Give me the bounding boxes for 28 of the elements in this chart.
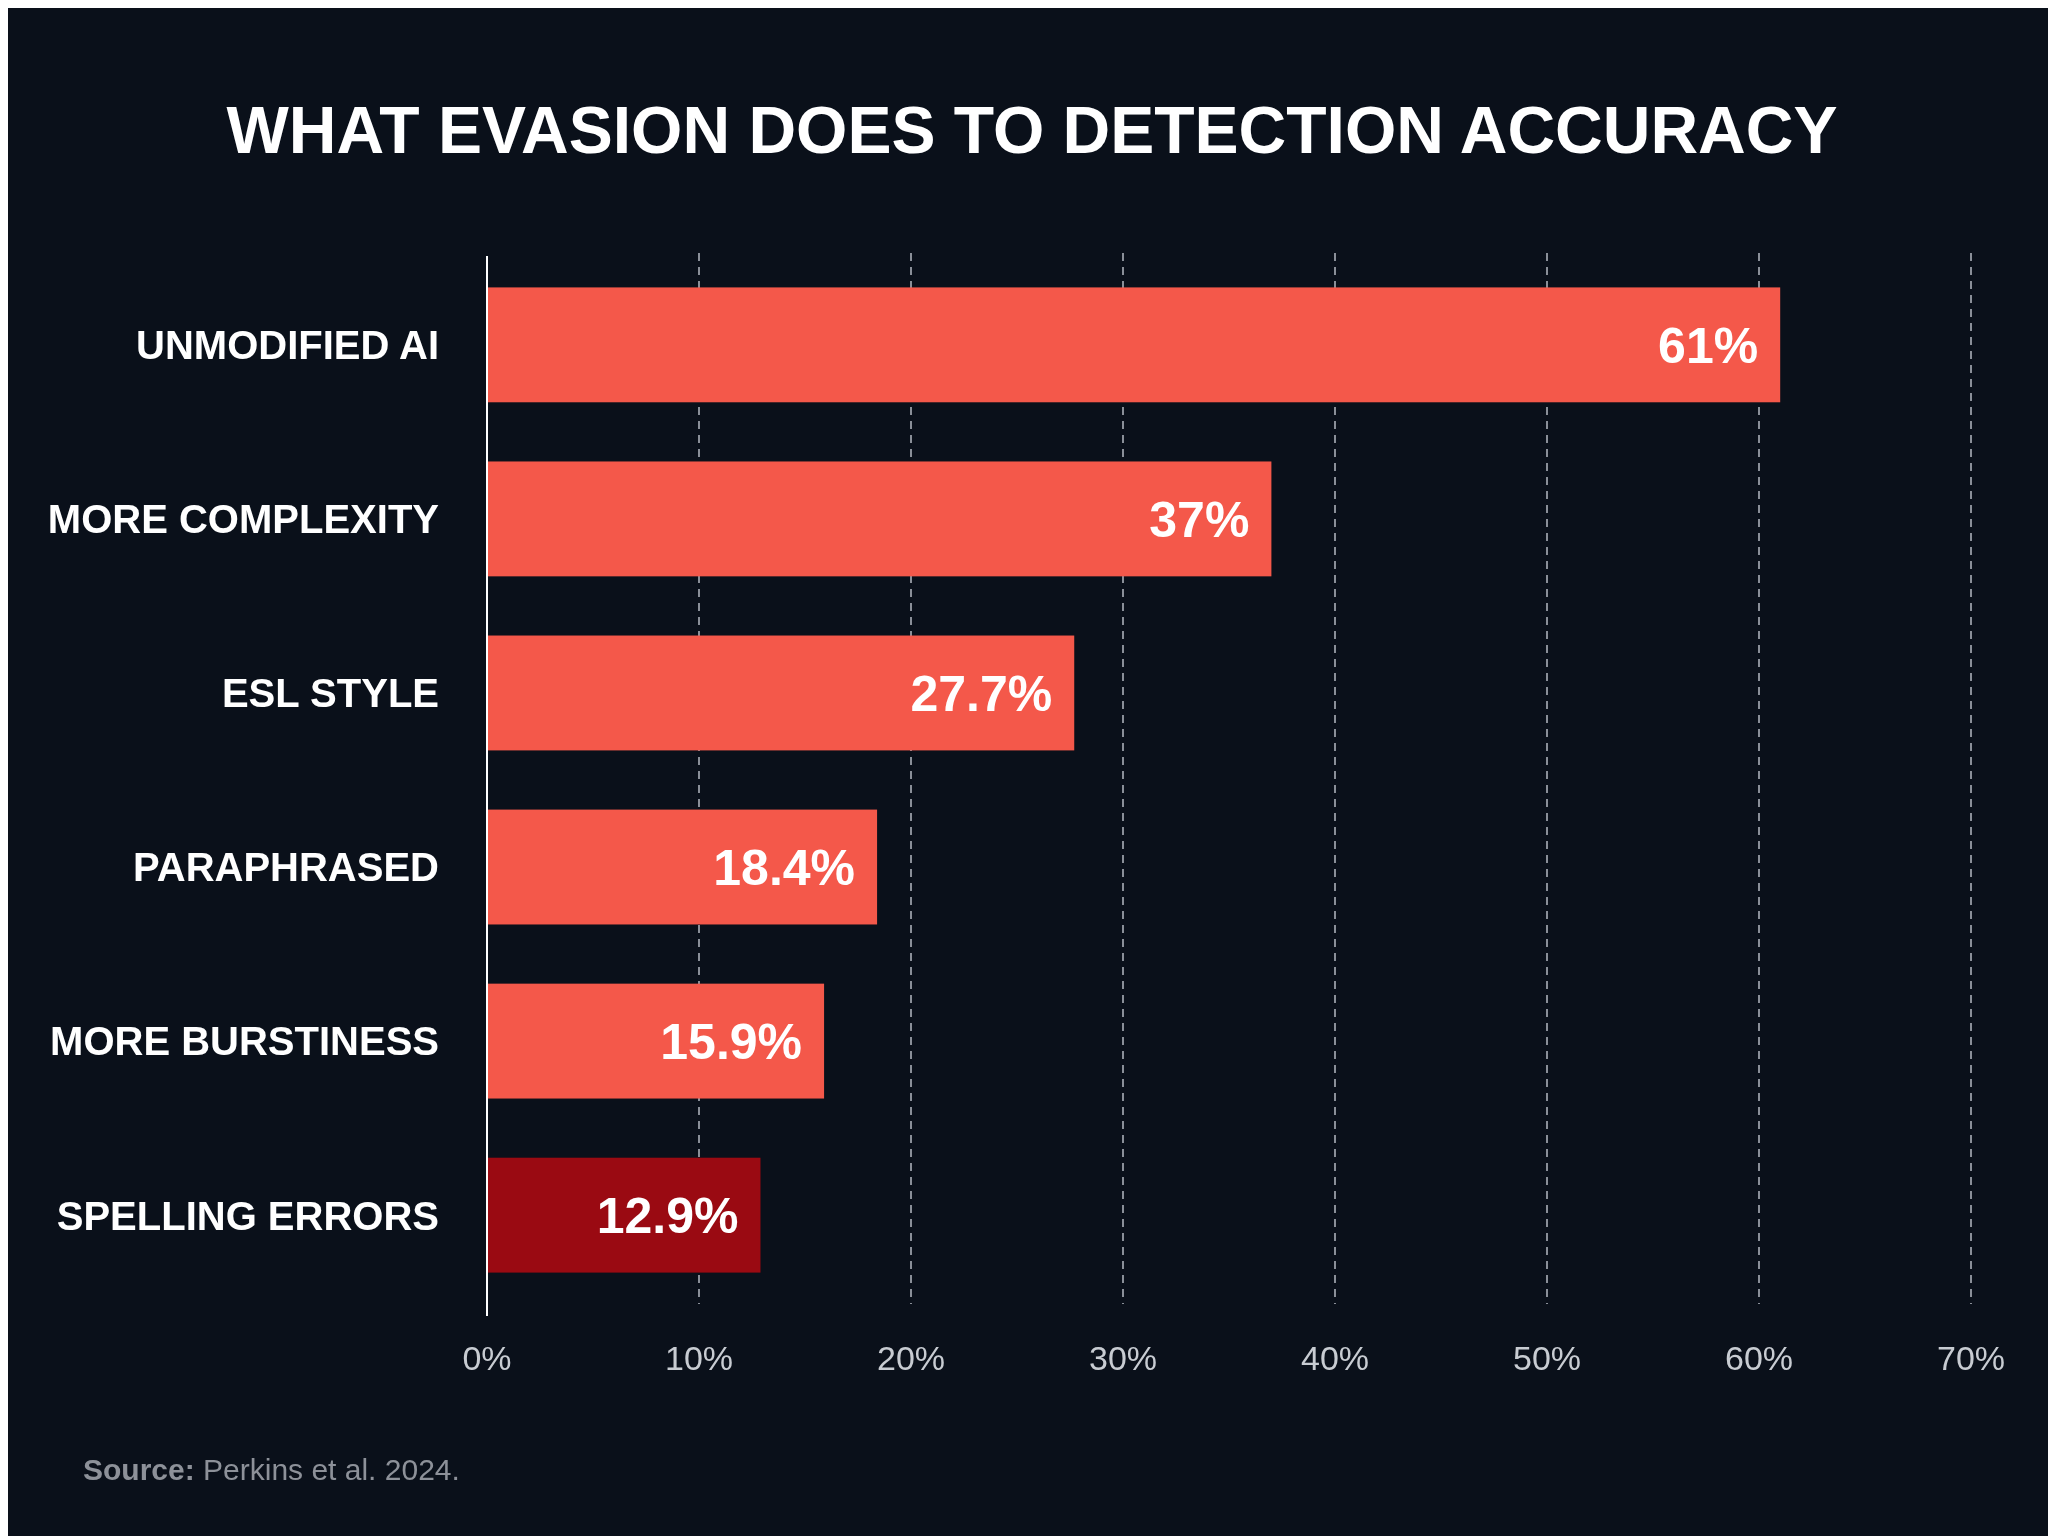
y-tick-label: MORE COMPLEXITY xyxy=(47,497,440,542)
x-tick-label: 0% xyxy=(462,1339,512,1377)
y-tick-label: UNMODIFIED AI xyxy=(136,323,439,368)
x-tick-label: 10% xyxy=(664,1339,734,1377)
y-tick-label: ESL STYLE xyxy=(221,671,439,716)
bar xyxy=(487,461,1272,577)
source-note: Source: Perkins et al. 2024. xyxy=(83,1453,460,1486)
x-tick-label: 30% xyxy=(1088,1339,1158,1377)
bar xyxy=(487,635,1075,751)
bar xyxy=(487,983,825,1099)
x-tick-label: 20% xyxy=(876,1339,946,1377)
x-tick-label: 40% xyxy=(1300,1339,1370,1377)
data-label: 15.9% xyxy=(660,1014,803,1071)
y-tick-label: SPELLING ERRORS xyxy=(56,1193,439,1238)
data-label: 18.4% xyxy=(713,840,856,897)
chart-title: WHAT EVASION DOES TO DETECTION ACCURACY xyxy=(226,93,1838,167)
x-tick-label: 50% xyxy=(1512,1339,1582,1377)
y-tick-label: MORE BURSTINESS xyxy=(50,1019,439,1064)
bar xyxy=(487,1157,761,1273)
data-label: 27.7% xyxy=(910,665,1053,722)
bar xyxy=(487,809,878,925)
bar xyxy=(487,287,1781,403)
x-tick-label: 60% xyxy=(1724,1339,1794,1377)
data-label: 61% xyxy=(1658,317,1759,374)
data-label: 37% xyxy=(1149,491,1250,548)
x-tick-label: 70% xyxy=(1936,1339,2006,1377)
y-tick-label: PARAPHRASED xyxy=(133,845,439,890)
data-label: 12.9% xyxy=(596,1188,739,1245)
